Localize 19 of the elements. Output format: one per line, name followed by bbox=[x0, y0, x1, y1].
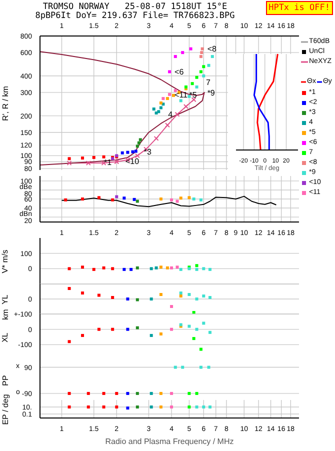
annotation: 7 bbox=[206, 78, 211, 87]
y-axis-title: EP / deg bbox=[0, 394, 10, 424]
annotation: 4 bbox=[168, 110, 174, 120]
annotation: *9 bbox=[207, 88, 216, 98]
annotation: <6 bbox=[174, 68, 184, 77]
y-axis-title: R', R / km bbox=[0, 86, 10, 120]
y-axis-title: PP bbox=[0, 374, 10, 386]
annotation: <10 bbox=[126, 156, 140, 166]
chart-subtitle: 8pBP6It DoY= 219.637 File= TR766823.BPG bbox=[34, 11, 236, 21]
annotation: *3 bbox=[144, 148, 152, 157]
text: HPTx is OFF! bbox=[266, 1, 333, 15]
x-axis-title: Radio and Plasma Frequency / MHz bbox=[105, 437, 234, 446]
chart-title: TROMSO NORWAY 25-08-07 1518UT 15°E bbox=[42, 2, 228, 12]
y-axis-title: V* m/s bbox=[0, 249, 10, 273]
y-axis-title: XL bbox=[0, 332, 10, 342]
y-axis-title: YL bbox=[0, 294, 10, 304]
annotation: *1 bbox=[104, 158, 112, 168]
text: km bbox=[0, 308, 10, 320]
annotation: <8 bbox=[207, 44, 217, 54]
